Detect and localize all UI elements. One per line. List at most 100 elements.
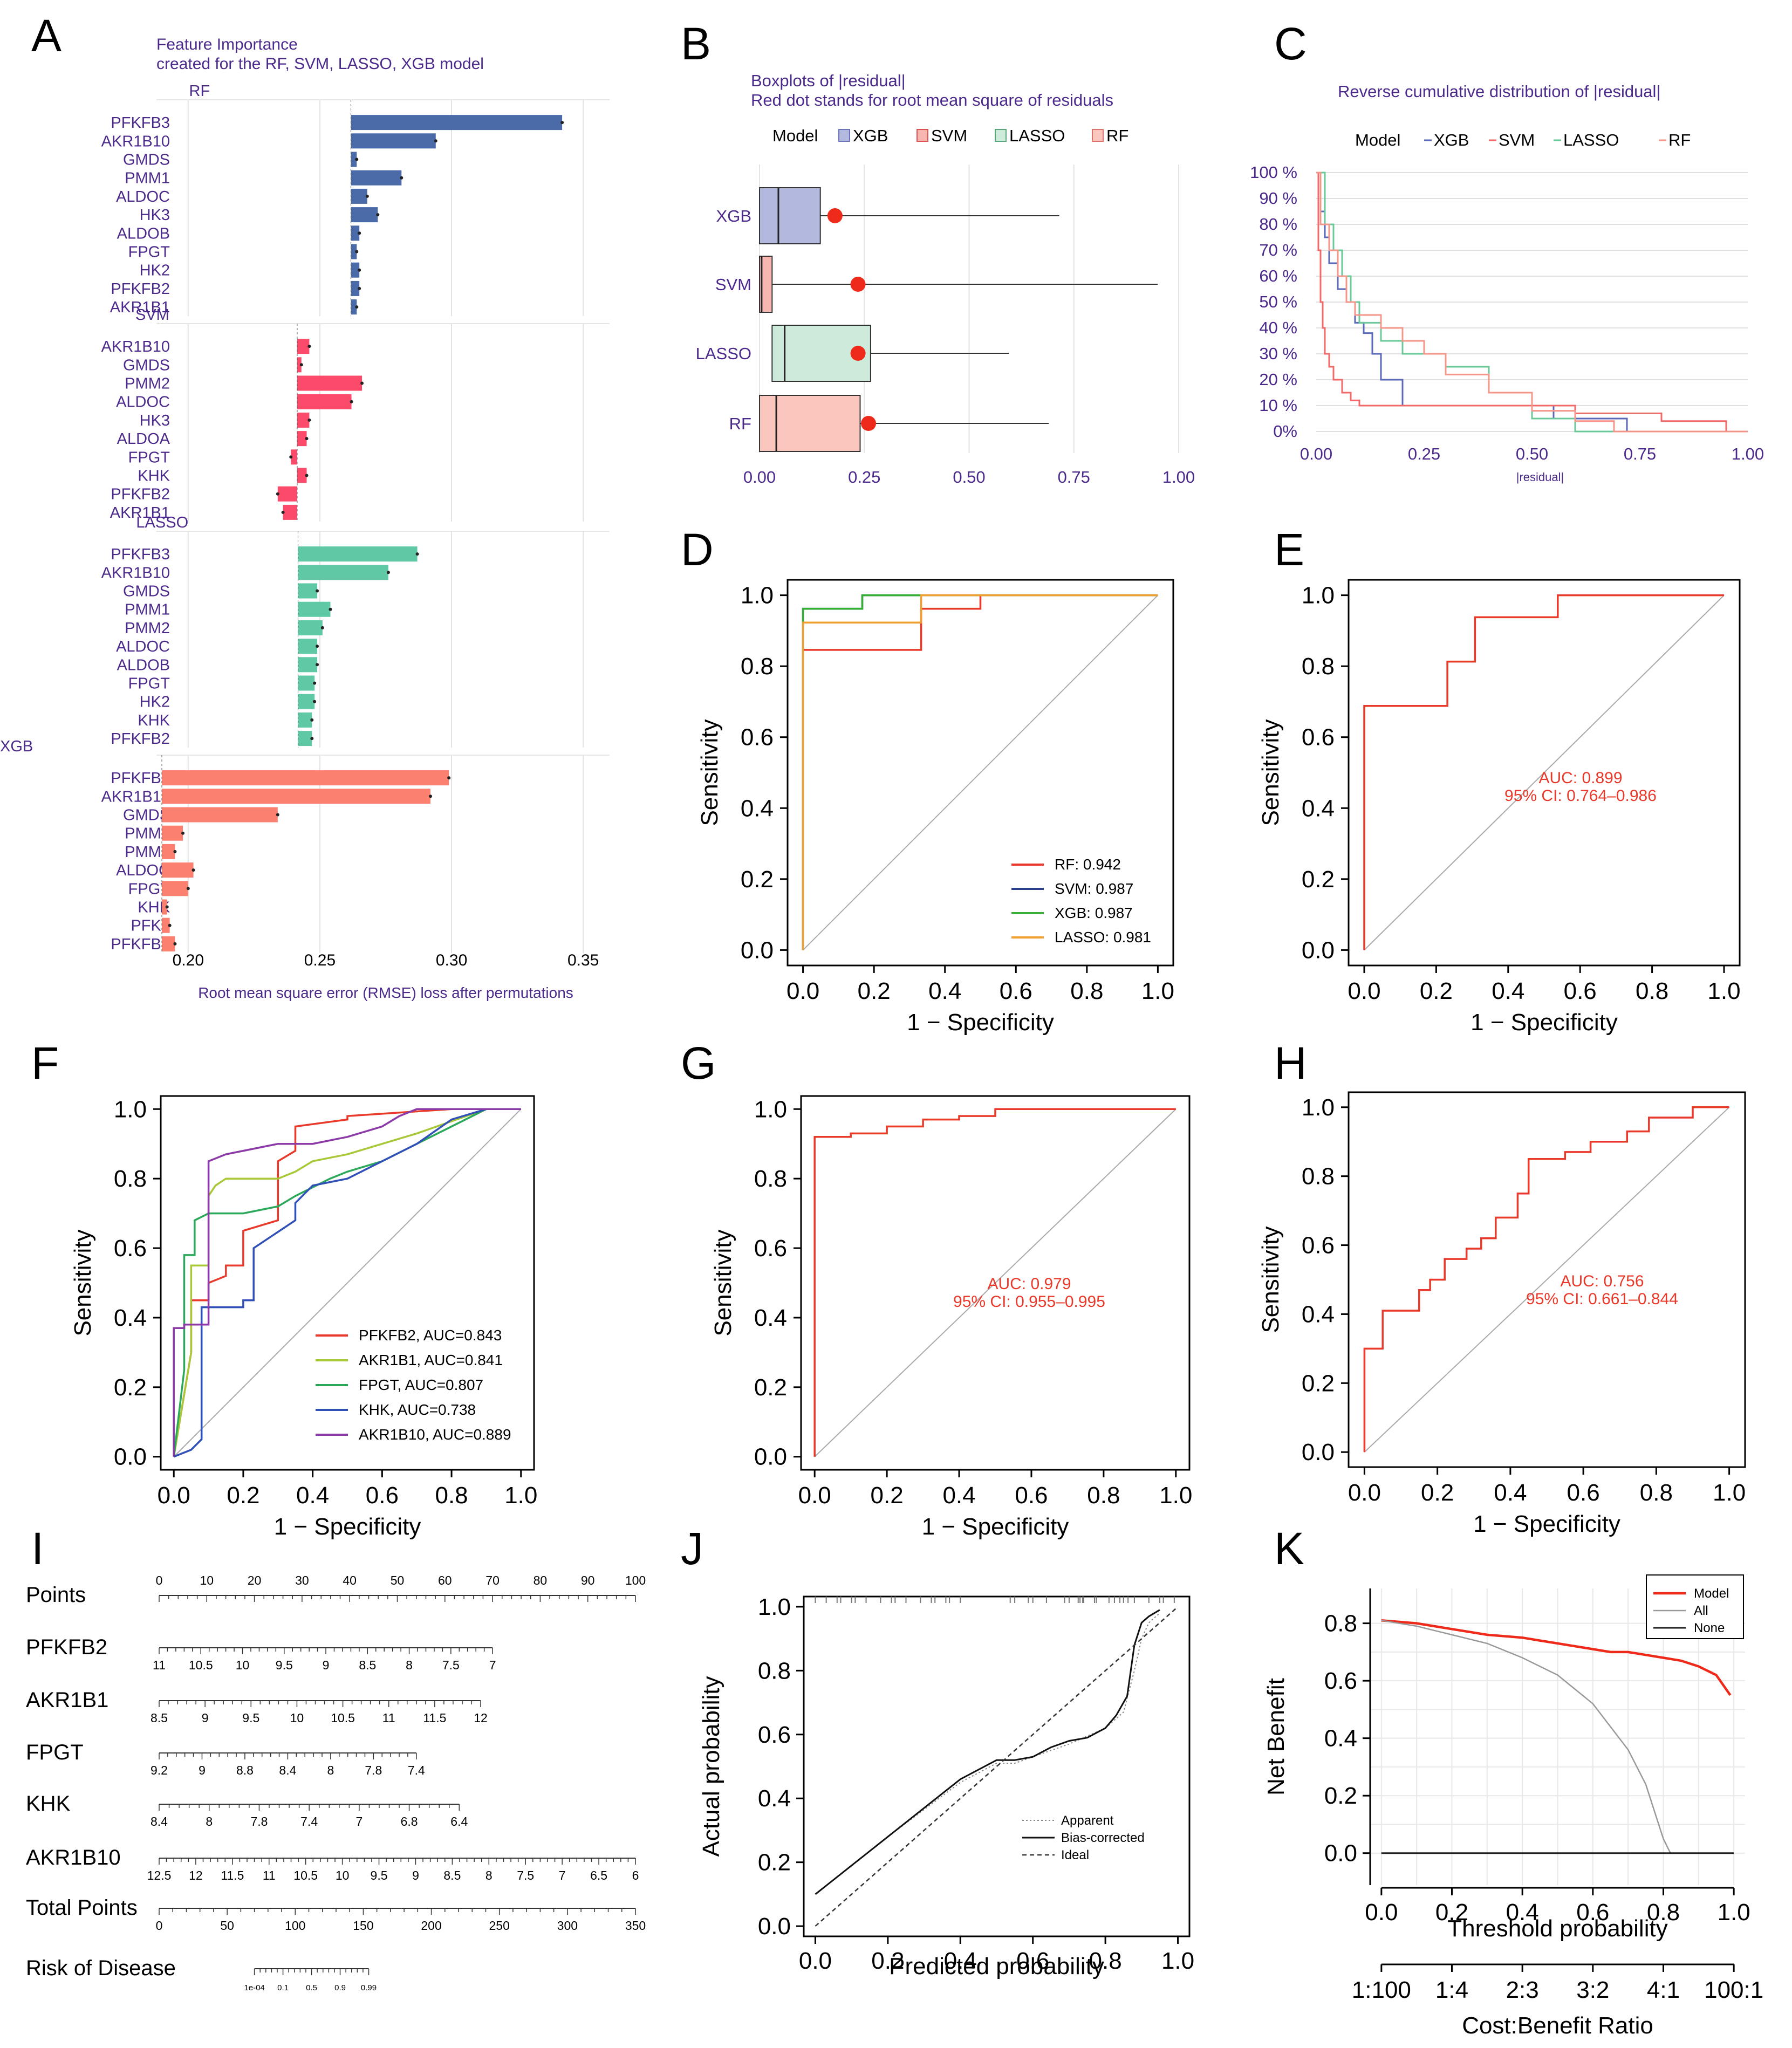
category-label: PMM2 bbox=[125, 620, 170, 637]
x-tick-label: 0.2 bbox=[871, 1948, 904, 1974]
x-tick-label: 0.2 bbox=[1421, 1480, 1454, 1506]
calibration-line bbox=[815, 1612, 1160, 1895]
whisker-dot bbox=[316, 645, 319, 648]
scale-label: 100 bbox=[285, 1919, 305, 1933]
plot-frame bbox=[1348, 579, 1741, 967]
x-tick-label: 0.6 bbox=[1000, 978, 1032, 1004]
box bbox=[759, 395, 861, 452]
panel-A: Feature Importance created for the RF, SV… bbox=[0, 36, 610, 1001]
x-tick-label: 0.6 bbox=[1015, 1482, 1048, 1509]
x-axis-label: |residual| bbox=[1516, 470, 1564, 484]
category-label: HK3 bbox=[140, 412, 170, 429]
scale-label: 6 bbox=[632, 1868, 639, 1882]
bar bbox=[283, 504, 297, 520]
bar bbox=[351, 262, 360, 278]
whisker-dot bbox=[313, 681, 317, 685]
category-label: FPGT bbox=[128, 449, 170, 466]
bar bbox=[351, 299, 357, 315]
y-tick-label: 0.2 bbox=[754, 1374, 787, 1401]
category-label: PFKFB3 bbox=[111, 114, 170, 132]
group-label: XGB bbox=[0, 738, 33, 755]
whisker-dot bbox=[358, 268, 361, 272]
x-tick-label: 0.2 bbox=[871, 1482, 904, 1509]
diagonal-reference bbox=[1364, 594, 1725, 951]
row-label: PFKFB2 bbox=[26, 1635, 107, 1659]
category-label: PMM1 bbox=[125, 601, 170, 619]
y-tick-label: 0.8 bbox=[754, 1166, 787, 1192]
y-axis-label: Actual probability bbox=[698, 1676, 724, 1857]
x-tick-label: 0.00 bbox=[1300, 444, 1332, 463]
y-tick-label: 1.0 bbox=[114, 1096, 147, 1122]
x-tick-label: 0.0 bbox=[1348, 978, 1380, 1004]
panel-G: 0.0 0.2 0.4 0.6 0.8 1.0 0.0 0.2 0.4 0.6 0.8 1.0 1 − … bbox=[710, 1095, 1192, 1540]
bar bbox=[162, 917, 170, 933]
category-label: PFKFB3 bbox=[111, 770, 170, 787]
legend-label: FPGT, AUC=0.807 bbox=[359, 1376, 483, 1393]
diagonal-reference bbox=[173, 1108, 522, 1457]
ci-annotation: 95% CI: 0.764–0.986 bbox=[1504, 787, 1657, 805]
scale-label: 10.5 bbox=[189, 1658, 213, 1672]
bar bbox=[297, 412, 310, 428]
y-tick-label: 0% bbox=[1273, 422, 1297, 441]
calibration-line bbox=[815, 1609, 1160, 1895]
y-tick-label: 0.0 bbox=[741, 937, 774, 963]
y-tick-label: 0.2 bbox=[758, 1850, 791, 1876]
x-tick-label: 0.8 bbox=[1647, 1899, 1680, 1926]
y-tick-label: 0.2 bbox=[1302, 1370, 1335, 1396]
scale-label: 30 bbox=[295, 1573, 309, 1587]
panel-letter-H: H bbox=[1274, 1038, 1307, 1088]
legend-label: AKR1B10, AUC=0.889 bbox=[359, 1426, 511, 1443]
whisker-dot bbox=[276, 813, 279, 817]
y-tick-label: 10 % bbox=[1259, 396, 1297, 415]
x-tick-label: 0.6 bbox=[1564, 978, 1597, 1004]
legend-label: All bbox=[1694, 1604, 1708, 1618]
panel-C: Reverse cumulative distribution of |resi… bbox=[1250, 82, 1764, 484]
chart-subtitle: Red dot stands for root mean square of r… bbox=[751, 91, 1113, 109]
category-label: FPGT bbox=[128, 675, 170, 693]
x-tick-label: 0.6 bbox=[1576, 1899, 1609, 1926]
category-label: ALDOB bbox=[117, 225, 170, 242]
category-label: ALDOC bbox=[116, 394, 170, 411]
scale-label: 8 bbox=[406, 1658, 413, 1672]
x-axis-label: Root mean square error (RMSE) loss after… bbox=[198, 984, 573, 1001]
category-label: PMM2 bbox=[125, 375, 170, 393]
legend-key bbox=[838, 129, 850, 142]
bar bbox=[162, 770, 449, 786]
bar bbox=[298, 620, 323, 635]
y-tick-label: 0.0 bbox=[1302, 937, 1335, 963]
x-tick-label: 0.30 bbox=[436, 951, 467, 969]
y-tick-label: 30 % bbox=[1259, 344, 1297, 363]
legend-label: KHK, AUC=0.738 bbox=[359, 1401, 476, 1418]
panel-H: 0.0 0.2 0.4 0.6 0.8 1.0 0.0 0.2 0.4 0.6 0.8 1.0 1 − … bbox=[1257, 1091, 1746, 1537]
scale-label: 40 bbox=[343, 1573, 357, 1587]
x-tick-label: 1.0 bbox=[1141, 978, 1174, 1004]
y-axis-label: Sensitivity bbox=[1257, 1226, 1284, 1333]
scale-label: 8 bbox=[206, 1814, 213, 1828]
bar bbox=[298, 675, 315, 691]
rms-dot bbox=[850, 277, 866, 292]
y-tick-label: 1.0 bbox=[741, 583, 774, 609]
scale-label: 0 bbox=[156, 1573, 163, 1587]
y-tick-label: 1.0 bbox=[754, 1096, 787, 1122]
plot-frame bbox=[160, 1095, 535, 1471]
category-label: KHK bbox=[138, 712, 170, 729]
x-tick-label: 0.50 bbox=[953, 468, 985, 487]
bar bbox=[298, 731, 312, 746]
y-axis-label: Sensitivity bbox=[696, 719, 723, 826]
roc-curve bbox=[813, 1108, 1176, 1457]
legend-label: SVM: 0.987 bbox=[1055, 880, 1133, 897]
panel-letter-D: D bbox=[681, 524, 714, 575]
y-tick-label: 0.0 bbox=[1324, 1840, 1357, 1867]
auc-annotation: AUC: 0.899 bbox=[1538, 769, 1622, 787]
scale-label: 12.5 bbox=[147, 1868, 172, 1882]
scale-label: 0.1 bbox=[277, 1983, 289, 1992]
y-tick-label: 0.0 bbox=[114, 1444, 147, 1470]
diagonal-reference bbox=[802, 594, 1159, 951]
x-tick-label: 0.8 bbox=[1089, 1948, 1122, 1974]
panel-D: 0.0 0.2 0.4 0.6 0.8 1.0 0.0 0.2 0.4 0.6 0.8 1.0 1 − … bbox=[696, 579, 1174, 1036]
panel-letter-F: F bbox=[31, 1038, 59, 1088]
bar bbox=[298, 639, 318, 654]
plot-frame bbox=[786, 579, 1174, 967]
y-tick-label: 0.2 bbox=[1324, 1783, 1357, 1809]
